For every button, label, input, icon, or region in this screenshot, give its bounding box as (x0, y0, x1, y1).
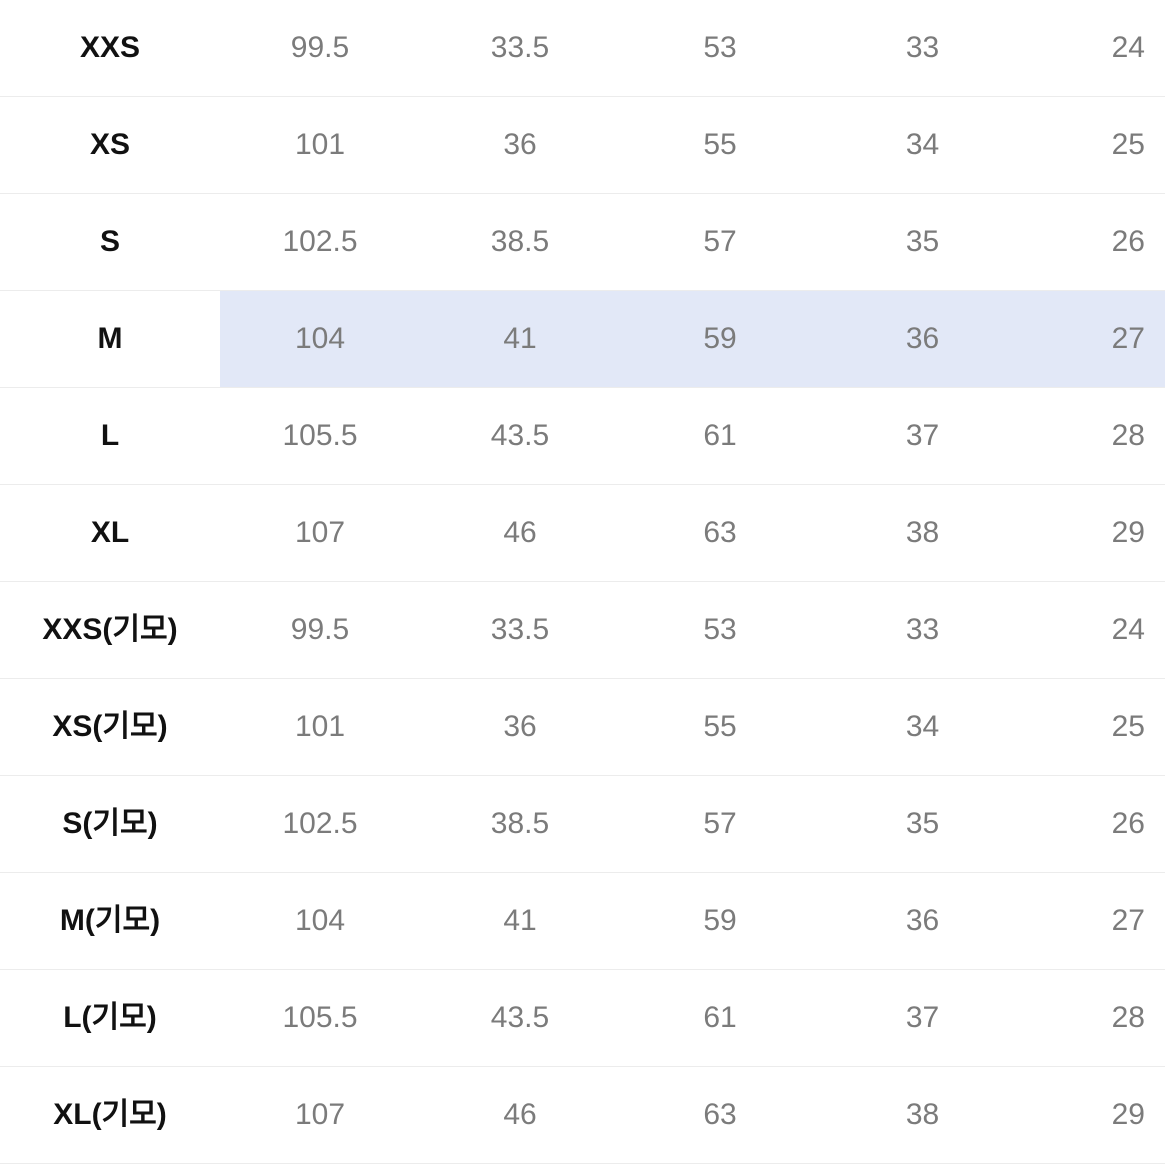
cell-value: 34 (820, 97, 1025, 193)
cell-value: 38 (820, 1067, 1025, 1163)
table-row: S 102.5 38.5 57 35 26 (0, 194, 1165, 291)
size-label: XS (0, 97, 220, 193)
cell-value: 61 (620, 970, 820, 1066)
cell-value: 28 (1025, 970, 1165, 1066)
cell-value: 25 (1025, 97, 1165, 193)
cell-value: 24 (1025, 582, 1165, 678)
cell-value: 36 (820, 291, 1025, 387)
cell-value: 33 (820, 0, 1025, 96)
cell-value: 25 (1025, 679, 1165, 775)
table-row: M(기모) 104 41 59 36 27 (0, 873, 1165, 970)
cell-value: 43.5 (420, 388, 620, 484)
cell-value: 37 (820, 970, 1025, 1066)
cell-value: 38.5 (420, 776, 620, 872)
cell-value: 107 (220, 1067, 420, 1163)
cell-value: 99.5 (220, 582, 420, 678)
size-label: XL (0, 485, 220, 581)
cell-value: 55 (620, 97, 820, 193)
cell-value: 36 (420, 679, 620, 775)
cell-value: 36 (420, 97, 620, 193)
cell-value: 46 (420, 485, 620, 581)
cell-value: 33.5 (420, 0, 620, 96)
cell-value: 53 (620, 582, 820, 678)
cell-value: 24 (1025, 0, 1165, 96)
size-label: L(기모) (0, 970, 220, 1066)
cell-value: 57 (620, 776, 820, 872)
cell-value: 35 (820, 194, 1025, 290)
table-row: XL(기모) 107 46 63 38 29 (0, 1067, 1165, 1164)
cell-value: 27 (1025, 291, 1165, 387)
table-row: L(기모) 105.5 43.5 61 37 28 (0, 970, 1165, 1067)
cell-value: 107 (220, 485, 420, 581)
cell-value: 26 (1025, 194, 1165, 290)
cell-value: 29 (1025, 1067, 1165, 1163)
cell-value: 57 (620, 194, 820, 290)
size-label: S(기모) (0, 776, 220, 872)
size-label: XXS (0, 0, 220, 96)
cell-value: 63 (620, 1067, 820, 1163)
cell-value: 102.5 (220, 776, 420, 872)
cell-value: 102.5 (220, 194, 420, 290)
cell-value: 104 (220, 291, 420, 387)
cell-value: 41 (420, 291, 620, 387)
cell-value: 35 (820, 776, 1025, 872)
cell-value: 28 (1025, 388, 1165, 484)
size-label: S (0, 194, 220, 290)
cell-value: 36 (820, 873, 1025, 969)
table-row: XXS(기모) 99.5 33.5 53 33 24 (0, 582, 1165, 679)
cell-value: 101 (220, 97, 420, 193)
table-row: XXS 99.5 33.5 53 33 24 (0, 0, 1165, 97)
size-label: XL(기모) (0, 1067, 220, 1163)
cell-value: 38 (820, 485, 1025, 581)
table-row: L 105.5 43.5 61 37 28 (0, 388, 1165, 485)
cell-value: 29 (1025, 485, 1165, 581)
size-label: XXS(기모) (0, 582, 220, 678)
cell-value: 99.5 (220, 0, 420, 96)
size-table: XXS 99.5 33.5 53 33 24 XS 101 36 55 34 2… (0, 0, 1165, 1164)
cell-value: 61 (620, 388, 820, 484)
cell-value: 37 (820, 388, 1025, 484)
cell-value: 33.5 (420, 582, 620, 678)
cell-value: 53 (620, 0, 820, 96)
table-row: XL 107 46 63 38 29 (0, 485, 1165, 582)
size-label: XS(기모) (0, 679, 220, 775)
cell-value: 26 (1025, 776, 1165, 872)
cell-value: 33 (820, 582, 1025, 678)
size-label: L (0, 388, 220, 484)
cell-value: 105.5 (220, 970, 420, 1066)
cell-value: 46 (420, 1067, 620, 1163)
cell-value: 34 (820, 679, 1025, 775)
cell-value: 59 (620, 291, 820, 387)
cell-value: 104 (220, 873, 420, 969)
cell-value: 101 (220, 679, 420, 775)
table-row-highlighted: M 104 41 59 36 27 (0, 291, 1165, 388)
size-label: M (0, 291, 220, 387)
cell-value: 55 (620, 679, 820, 775)
cell-value: 41 (420, 873, 620, 969)
cell-value: 63 (620, 485, 820, 581)
size-label: M(기모) (0, 873, 220, 969)
table-row: XS(기모) 101 36 55 34 25 (0, 679, 1165, 776)
table-row: XS 101 36 55 34 25 (0, 97, 1165, 194)
table-row: S(기모) 102.5 38.5 57 35 26 (0, 776, 1165, 873)
cell-value: 27 (1025, 873, 1165, 969)
cell-value: 38.5 (420, 194, 620, 290)
cell-value: 43.5 (420, 970, 620, 1066)
cell-value: 59 (620, 873, 820, 969)
cell-value: 105.5 (220, 388, 420, 484)
